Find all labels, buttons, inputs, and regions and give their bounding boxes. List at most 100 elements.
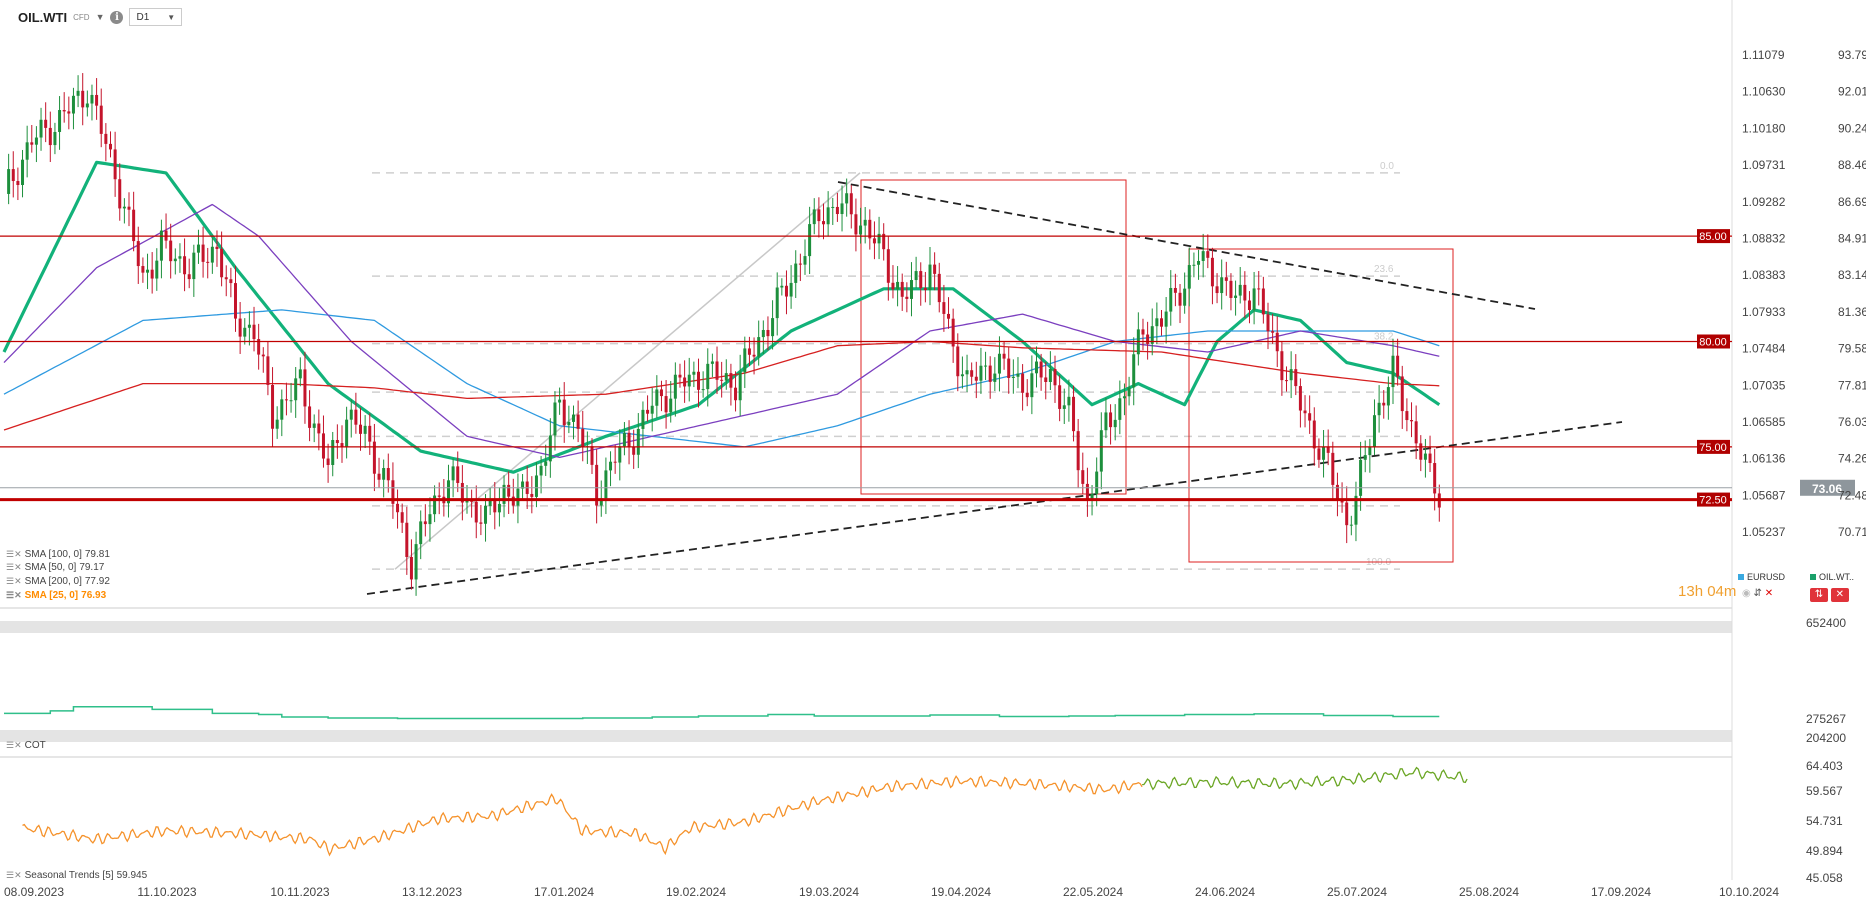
close-icon[interactable]: ✕ <box>1764 588 1774 599</box>
symbol-dropdown-icon[interactable]: ▼ <box>95 12 105 22</box>
date-tick: 24.06.2024 <box>1195 885 1255 899</box>
sma-line <box>3 309 1440 448</box>
candle-body <box>187 274 191 280</box>
close-icon[interactable]: ✕ <box>1830 588 1849 602</box>
date-tick: 25.07.2024 <box>1327 885 1387 899</box>
candle-body <box>581 428 585 448</box>
candle-body <box>1007 358 1011 378</box>
candle-body <box>1160 318 1163 327</box>
indicator-cot[interactable]: ☰✕ COT <box>6 740 46 751</box>
candle-body <box>1423 453 1427 460</box>
candle-body <box>71 95 75 114</box>
candle-body <box>840 203 844 215</box>
candle-body <box>44 119 48 128</box>
candle-body <box>1396 355 1400 377</box>
candle-body <box>312 423 316 428</box>
candle-body <box>30 142 34 145</box>
candle-body <box>1104 412 1108 431</box>
candle-body <box>659 389 663 397</box>
candle-body <box>308 406 312 428</box>
timeframe-select[interactable]: D1 ▼ <box>129 8 183 26</box>
candle-body <box>1363 455 1367 460</box>
candle-body <box>923 288 927 291</box>
candle-body <box>877 233 881 244</box>
candle-body <box>859 225 863 235</box>
candle-body <box>891 282 895 290</box>
left-axis-tick: 1.06585 <box>1742 415 1786 429</box>
indicator-sma200[interactable]: ☰✕ SMA [200, 0] 77.92 <box>6 576 110 587</box>
candle-body <box>1359 459 1363 496</box>
info-icon[interactable]: i <box>110 10 124 24</box>
legend-label: OIL.WT.. <box>1819 572 1855 582</box>
countdown-hours-unit: h <box>1694 583 1704 600</box>
sort-icon[interactable]: ⇵ <box>1753 588 1762 599</box>
candle-body <box>1025 392 1029 398</box>
candle-body <box>1405 411 1409 421</box>
candle-body <box>1294 369 1298 387</box>
indicator-seasonal[interactable]: ☰✕ Seasonal Trends [5] 59.945 <box>6 870 147 881</box>
right-axis-tick: 93.79 <box>1838 48 1866 62</box>
candle-body <box>1021 373 1025 393</box>
indicator-sma25[interactable]: ☰✕ SMA [25, 0] 76.93 <box>6 590 106 601</box>
oilwti-controls: ⇅ ✕ <box>1810 588 1849 602</box>
candle-body <box>1044 377 1048 382</box>
level-tag <box>1697 334 1730 349</box>
indicator-value: 59.945 <box>116 870 148 881</box>
candle-body <box>507 484 511 497</box>
candle-body <box>1173 287 1177 293</box>
seasonal-axis-tick: 45.058 <box>1806 871 1843 885</box>
candle-body <box>1150 326 1154 344</box>
legend-item-oilwti[interactable]: OIL.WT.. <box>1810 572 1854 582</box>
indicator-sma50[interactable]: ☰✕ SMA [50, 0] 79.17 <box>6 562 104 573</box>
candle-body <box>1113 419 1117 428</box>
candle-body <box>595 464 599 506</box>
cot-band-bottom <box>0 730 1732 742</box>
countdown-hours: 13 <box>1678 583 1695 600</box>
settings-icon[interactable]: ☰✕ <box>6 590 22 600</box>
candle-body <box>326 458 330 465</box>
eye-icon[interactable]: ◉ <box>1742 588 1751 599</box>
candle-body <box>951 318 955 347</box>
settings-icon[interactable]: ☰✕ <box>6 549 22 559</box>
indicator-sma100[interactable]: ☰✕ SMA [100, 0] 79.81 <box>6 549 110 560</box>
candle-body <box>377 473 381 480</box>
settings-icon[interactable]: ☰✕ <box>6 740 22 750</box>
legend-label: EURUSD <box>1747 572 1786 582</box>
candle-body <box>1224 277 1228 281</box>
symbol-name[interactable]: OIL.WTI <box>18 9 68 25</box>
candle-body <box>127 206 131 210</box>
resistance-trendline <box>837 181 1536 310</box>
indicator-value: 79.81 <box>84 549 110 560</box>
candle-body <box>622 432 626 447</box>
candle-body <box>192 252 196 280</box>
candle-body <box>104 133 108 144</box>
candle-body <box>90 94 94 104</box>
settings-icon[interactable]: ☰✕ <box>6 562 22 572</box>
candle-body <box>553 402 557 436</box>
legend-item-eurusd[interactable]: EURUSD <box>1738 572 1785 582</box>
candle-body <box>62 110 66 112</box>
fib-label-bottom: 100.0 <box>1366 557 1391 568</box>
candle-body <box>122 206 126 209</box>
candle-body <box>1312 420 1316 449</box>
candle-body <box>1146 334 1150 344</box>
settings-icon[interactable]: ☰✕ <box>6 870 22 880</box>
candle-body <box>238 318 242 337</box>
candle-body <box>11 169 15 182</box>
settings-icon[interactable]: ☰✕ <box>6 576 22 586</box>
candle-body <box>118 179 122 209</box>
candle-body <box>1322 446 1326 460</box>
cot-band-top <box>0 621 1732 633</box>
candle-body <box>673 374 677 399</box>
candle-body <box>1053 368 1057 386</box>
candle-body <box>229 279 233 284</box>
candle-body <box>710 361 714 364</box>
candle-body <box>141 266 145 273</box>
scale-icon[interactable]: ⇅ <box>1810 588 1828 602</box>
right-axis-tick: 76.03 <box>1838 415 1866 429</box>
candle-body <box>1206 251 1210 258</box>
candle-body <box>715 361 719 380</box>
candle-body <box>1433 463 1437 494</box>
candle-body <box>1229 280 1233 298</box>
candle-body <box>1391 355 1395 388</box>
